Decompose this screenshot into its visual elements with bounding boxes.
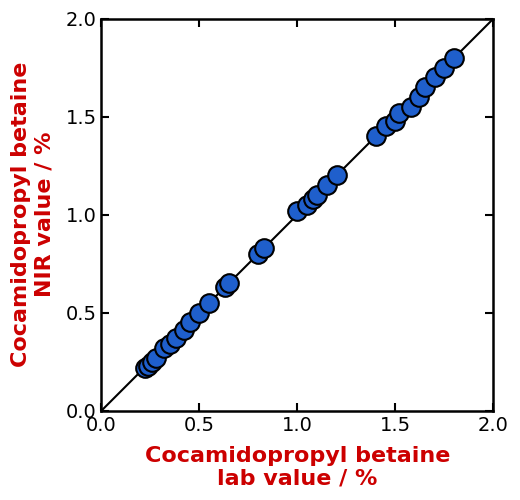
Point	[260, 244, 268, 252]
Point	[148, 358, 157, 366]
Point	[421, 83, 429, 91]
Point	[254, 250, 263, 258]
Point	[179, 326, 188, 334]
Point	[395, 108, 404, 116]
Point	[440, 64, 449, 72]
Point	[303, 201, 311, 209]
X-axis label: Cocamidopropyl betaine
lab value / %: Cocamidopropyl betaine lab value / %	[145, 446, 450, 489]
Point	[313, 191, 321, 199]
Point	[293, 206, 302, 214]
Point	[372, 132, 380, 140]
Point	[323, 182, 331, 190]
Point	[144, 362, 152, 370]
Point	[382, 122, 390, 130]
Point	[152, 354, 161, 362]
Point	[195, 308, 203, 316]
Point	[391, 116, 399, 124]
Y-axis label: Cocamidopropyl betaine
NIR value / %: Cocamidopropyl betaine NIR value / %	[11, 62, 54, 368]
Point	[431, 74, 439, 82]
Point	[332, 172, 341, 179]
Point	[172, 334, 180, 342]
Point	[415, 93, 423, 101]
Point	[205, 299, 213, 307]
Point	[186, 318, 194, 326]
Point	[166, 340, 174, 348]
Point	[407, 103, 415, 111]
Point	[160, 344, 168, 352]
Point	[140, 364, 149, 372]
Point	[309, 195, 317, 203]
Point	[221, 283, 229, 291]
Point	[225, 280, 233, 287]
Point	[450, 54, 459, 62]
